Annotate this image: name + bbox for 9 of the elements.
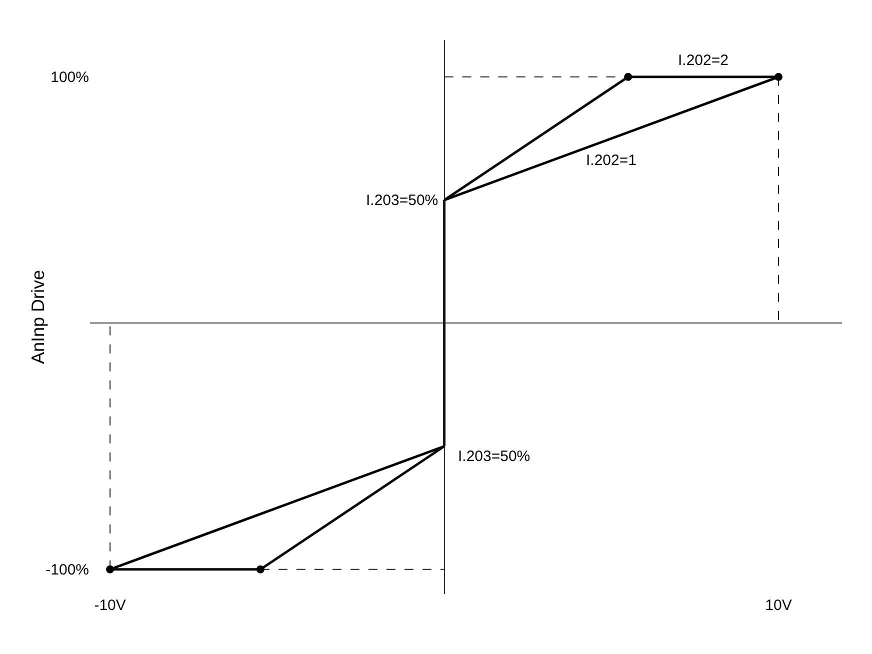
series-label: I.202=1 xyxy=(586,152,636,169)
y-tick-label: -100% xyxy=(46,562,89,579)
y-axis-title: AnInp Drive xyxy=(28,270,48,364)
annotation: I.203=50% xyxy=(366,192,438,209)
x-tick-label: 10V xyxy=(765,597,792,614)
series-label: I.202=2 xyxy=(678,52,728,69)
x-tick-label: -10V xyxy=(94,597,126,614)
annotation: I.203=50% xyxy=(458,448,530,465)
y-tick-label: 100% xyxy=(50,69,89,86)
